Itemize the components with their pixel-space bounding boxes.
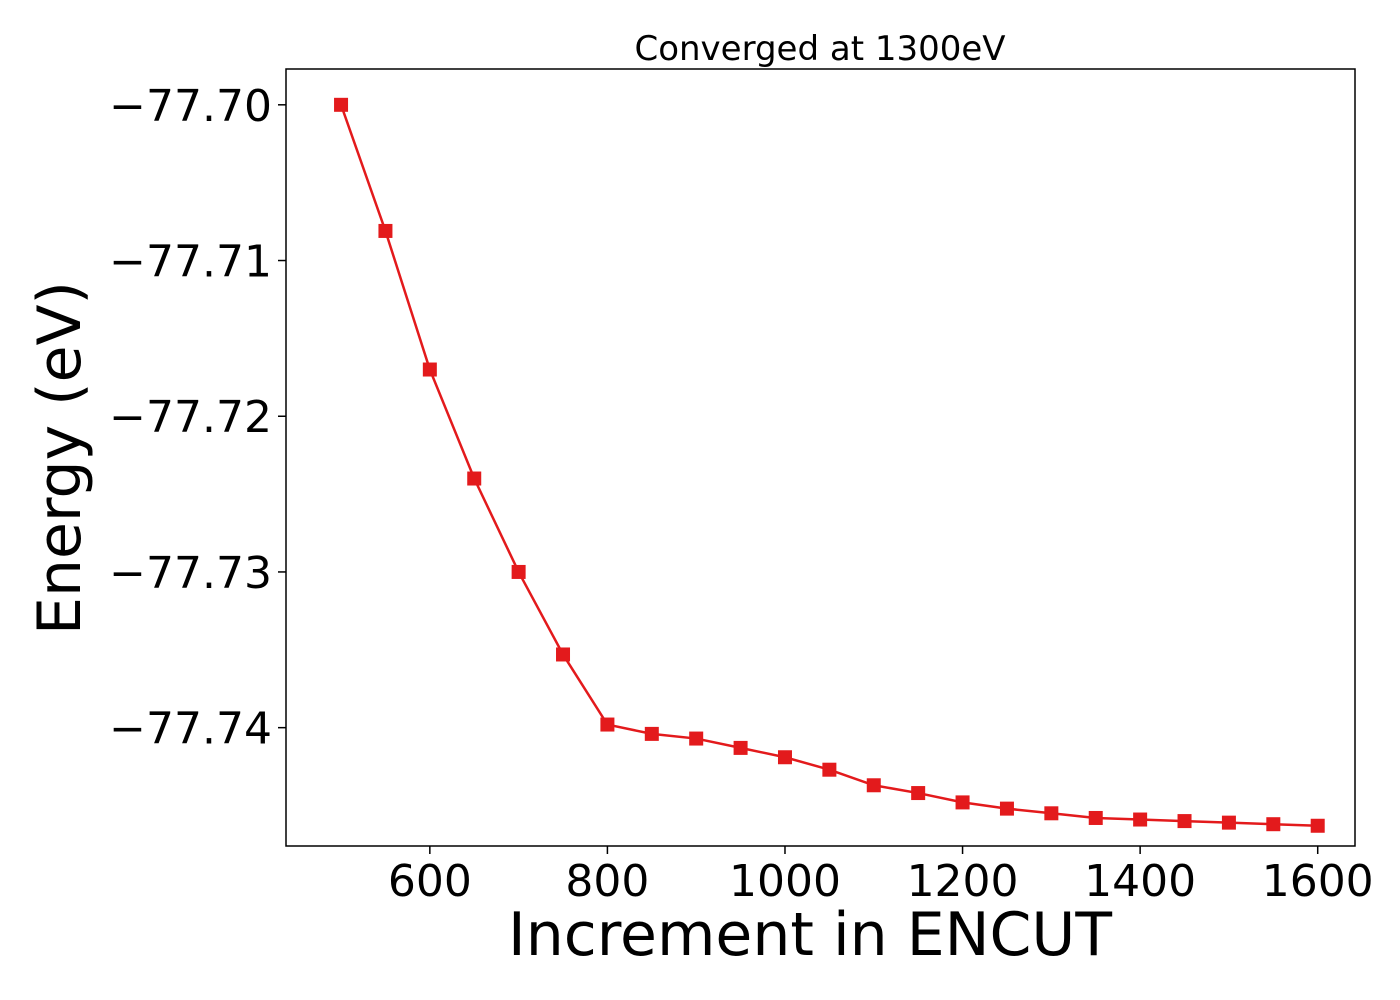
y-axis-title: Energy (eV): [25, 281, 95, 635]
data-point: [1221, 815, 1236, 830]
data-point: [866, 778, 881, 793]
y-axis: −77.70 −77.71 −77.72 −77.73 −77.74: [109, 81, 286, 755]
data-point: [777, 750, 792, 765]
chart-title: Converged at 1300eV: [634, 29, 1005, 69]
data-point: [1133, 812, 1148, 827]
data-point: [467, 471, 482, 486]
y-tick-label: −77.70: [109, 81, 272, 132]
x-tick-label: 1200: [907, 856, 1019, 907]
data-point: [733, 740, 748, 755]
data-point: [955, 795, 970, 810]
x-tick-label: 800: [565, 856, 649, 907]
x-axis-title: Increment in ENCUT: [508, 900, 1112, 970]
x-axis: 600 800 1000 1200 1400 1600: [388, 846, 1374, 907]
x-tick-label: 1000: [729, 856, 841, 907]
data-point: [1310, 818, 1325, 833]
data-point: [644, 726, 659, 741]
data-point: [999, 801, 1014, 816]
data-point: [334, 97, 349, 112]
series-line: [339, 104, 1318, 828]
data-point: [422, 362, 437, 377]
data-point: [511, 564, 526, 579]
x-tick-label: 1600: [1262, 856, 1374, 907]
data-point: [600, 717, 615, 732]
x-tick-label: 600: [388, 856, 472, 907]
data-point: [1177, 814, 1192, 829]
y-tick-label: −77.72: [109, 392, 272, 443]
data-point: [1266, 817, 1281, 832]
x-tick-label: 1400: [1084, 856, 1196, 907]
y-tick-label: −77.73: [109, 548, 272, 599]
data-point: [1088, 810, 1103, 825]
data-point: [1044, 806, 1059, 821]
plot-frame: [285, 68, 1356, 847]
data-point: [689, 731, 704, 746]
series-layer: [334, 97, 1325, 833]
y-tick-label: −77.74: [109, 704, 272, 755]
data-point: [556, 647, 571, 662]
data-point: [911, 786, 926, 801]
data-point: [378, 223, 393, 238]
data-point: [822, 762, 837, 777]
y-tick-label: −77.71: [109, 237, 272, 288]
